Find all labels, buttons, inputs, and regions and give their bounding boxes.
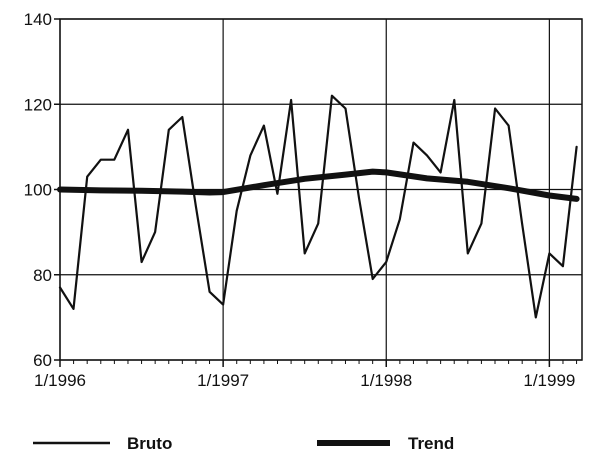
series-line-bruto — [58, 94, 578, 319]
x-tick-label: 1/1999 — [523, 371, 575, 390]
y-tick-label: 80 — [33, 266, 52, 285]
y-tick-label: 140 — [24, 10, 52, 29]
legend-label-trend: Trend — [408, 434, 454, 453]
x-tick-label: 1/1998 — [360, 371, 412, 390]
y-axis-tick-labels: 60 80 100 120 140 — [24, 10, 52, 370]
x-tick-label: 1/1996 — [34, 371, 86, 390]
y-tick-label: 100 — [24, 181, 52, 200]
series-line-trend — [57, 168, 580, 202]
y-tick-label: 120 — [24, 95, 52, 114]
legend-label-bruto: Bruto — [127, 434, 172, 453]
x-tick-label: 1/1997 — [197, 371, 249, 390]
series-layer — [57, 94, 580, 319]
y-tick-label: 60 — [33, 351, 52, 370]
x-axis-tick-labels: 1/1996 1/1997 1/1998 1/1999 — [34, 371, 575, 390]
legend: Bruto Trend — [33, 434, 454, 453]
